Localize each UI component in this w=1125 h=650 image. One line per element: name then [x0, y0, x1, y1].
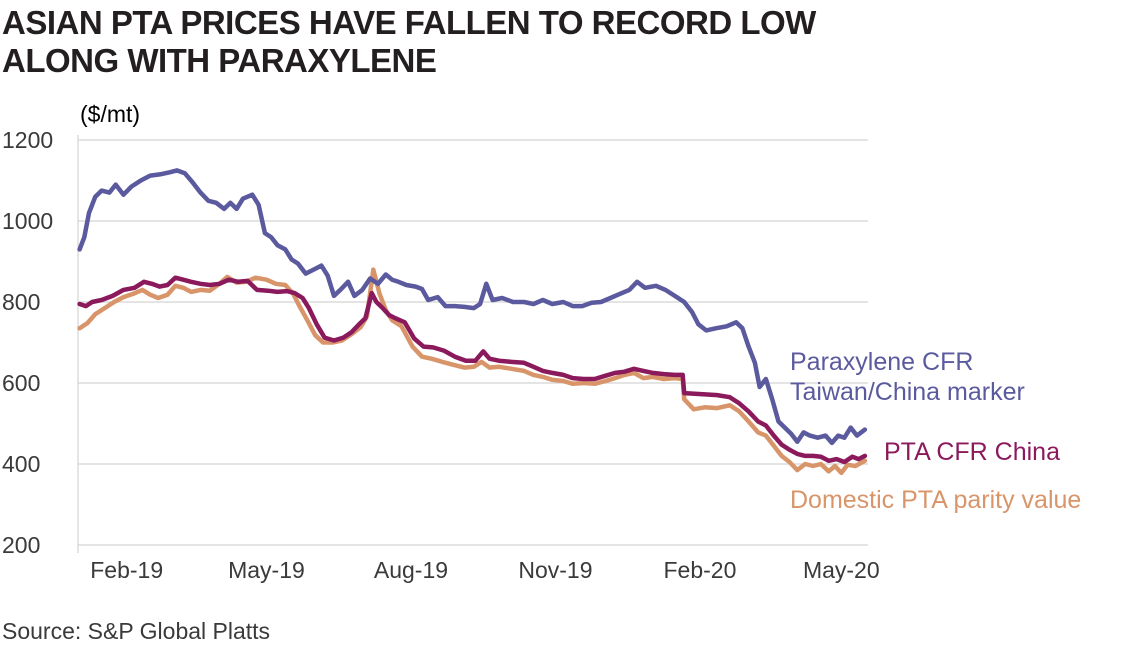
series-label-pta: PTA CFR China [884, 438, 1060, 466]
x-tick-label: Nov-19 [518, 557, 592, 583]
x-tick-label: Feb-19 [90, 557, 163, 583]
y-tick-label: 1200 [2, 127, 53, 153]
x-tick-label: May-20 [803, 557, 880, 583]
source-note: Source: S&P Global Platts [2, 618, 271, 644]
series-line-domestic [77, 267, 868, 476]
y-tick-label: 600 [2, 370, 40, 396]
y-tick-label: 1000 [2, 208, 53, 234]
y-tick-label: 200 [2, 532, 40, 558]
gridlines [77, 135, 868, 553]
x-tick-label: May-19 [228, 557, 305, 583]
chart-title: ASIAN PTA PRICES HAVE FALLEN TO RECORD L… [2, 4, 1002, 80]
x-axis-ticks: Feb-19 May-19 Aug-19 Nov-19 Feb-20 May-20 [90, 557, 879, 583]
y-axis-label: ($/mt) [80, 101, 140, 127]
series-label-paraxylene: Taiwan/China marker [790, 378, 1025, 406]
y-tick-label: 400 [2, 451, 40, 477]
series-label-domestic: Domestic PTA parity value [790, 486, 1081, 514]
title-line-2: ALONG WITH PARAXYLENE [2, 42, 437, 79]
x-tick-label: Aug-19 [374, 557, 448, 583]
y-axis-ticks: 200 400 600 800 1000 1200 [2, 127, 53, 558]
series-line-pta [77, 275, 868, 465]
series-line-paraxylene [77, 168, 868, 446]
title-line-1: ASIAN PTA PRICES HAVE FALLEN TO RECORD L… [2, 4, 816, 41]
x-tick-label: Feb-20 [664, 557, 737, 583]
series-label-paraxylene: Paraxylene CFR [790, 348, 973, 376]
series-lines [77, 168, 868, 476]
y-tick-label: 800 [2, 289, 40, 315]
